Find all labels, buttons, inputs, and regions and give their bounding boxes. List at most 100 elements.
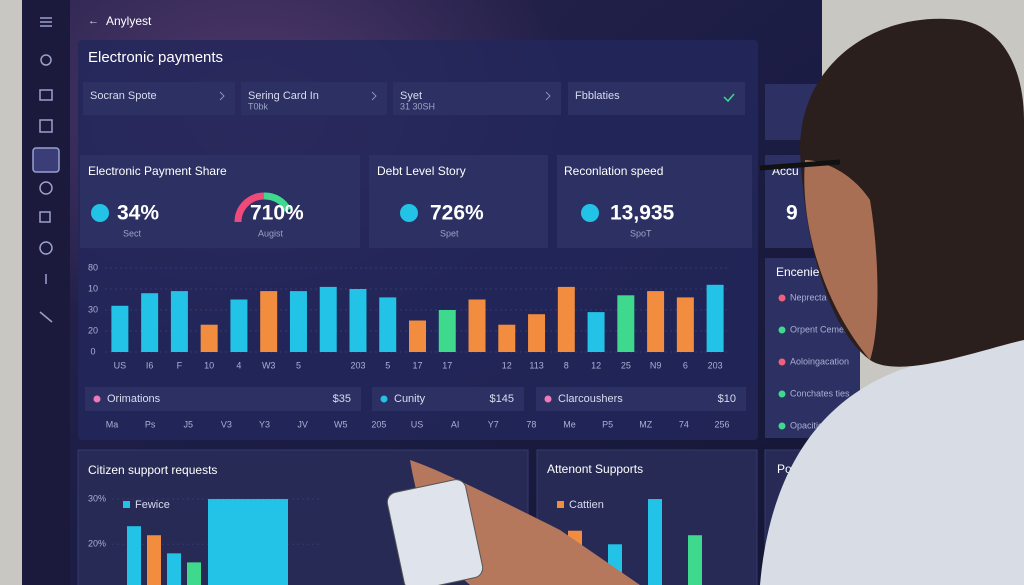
kpi-icon: [91, 204, 109, 222]
axis-label: MZ: [639, 419, 652, 429]
axis-label: Y7: [488, 419, 499, 429]
legend-label: Clarcoushers: [558, 393, 623, 405]
app-title: Anylyest: [106, 14, 152, 28]
bar: [409, 320, 426, 352]
legend-label: Cunity: [394, 393, 426, 405]
bar: [468, 299, 486, 352]
bar: [706, 284, 724, 352]
gauge-sub: Augist: [258, 228, 284, 238]
back-arrow[interactable]: ←: [88, 15, 99, 27]
axis-label: 256: [714, 419, 729, 429]
x-tick-label: 203: [708, 360, 723, 370]
filter-label: Socran Spote: [90, 90, 157, 102]
side-title: Encenien: [776, 265, 826, 279]
bar: [127, 526, 141, 585]
kpi-card: [557, 155, 752, 248]
filter-box[interactable]: [241, 82, 387, 115]
kpi-title: Electronic Payment Share: [88, 164, 227, 178]
bar: [141, 293, 159, 352]
legend-box: [85, 387, 361, 411]
x-tick-label: 113: [529, 360, 543, 370]
legend-label: Fewice: [135, 499, 170, 511]
item-dot: [778, 390, 786, 398]
filter-box[interactable]: [393, 82, 561, 115]
x-tick-label: 5: [385, 360, 390, 370]
panel-title: Citizen support requests: [88, 463, 217, 477]
y-tick-label: 10: [88, 283, 98, 293]
sidebar-icons: [32, 17, 60, 323]
chevrons: [219, 91, 551, 101]
bar: [147, 535, 161, 585]
axis-label: Y3: [259, 419, 270, 429]
filter-box[interactable]: [83, 82, 235, 115]
x-tick-label: 6: [683, 360, 688, 370]
kpi-value: 34%: [117, 202, 159, 225]
axis-label: 74: [679, 419, 689, 429]
gauge-arc: [234, 192, 265, 223]
bar: [349, 289, 367, 352]
legend-dot: [557, 501, 564, 508]
y-tick-label: 80: [88, 262, 98, 272]
filter-label: Syet: [400, 90, 422, 102]
x-tick-label: F: [177, 360, 183, 370]
y-tick-label: 20: [88, 325, 98, 335]
x-tick-label: 12: [502, 360, 512, 370]
bar: [676, 297, 694, 352]
item-label: Neprecta: [790, 292, 827, 302]
axis-label: W5: [334, 419, 348, 429]
main-chart: 0 20 30 10 80 US I6 F 10 4 W3 5 203 5 17 17 12 113 8 12 25 N9…: [85, 262, 746, 429]
legend-dot: [123, 501, 130, 508]
kpi-title: Debt Level Story: [377, 164, 466, 178]
legend-amount: $35: [333, 393, 351, 405]
axis-label: V3: [221, 419, 232, 429]
axis-label: P5: [602, 419, 613, 429]
kpis: Electronic Payment Share 34% Sect 710% A…: [80, 155, 825, 248]
filter-sub: T0bk: [248, 101, 269, 111]
bar: [617, 295, 635, 352]
item-label: Orpent Cemenity: [790, 324, 859, 334]
phone[interactable]: [385, 478, 484, 585]
kpi-value: 9: [786, 202, 798, 225]
y-tick-label: 20%: [88, 539, 106, 549]
bar: [289, 291, 307, 352]
axis-label: J5: [183, 419, 193, 429]
filters: Socran Spote Sering Card In T0bk Syet 31…: [83, 82, 745, 115]
bar: [319, 286, 337, 352]
filter-box[interactable]: [568, 82, 745, 115]
axis-label: Ma: [106, 419, 119, 429]
person: [385, 18, 1024, 585]
axis-label: 78: [526, 419, 536, 429]
x-tick-label: I6: [146, 360, 154, 370]
kpi-title: Reconlation speed: [564, 164, 663, 178]
bar: [208, 499, 288, 585]
axis-label: Ps: [145, 419, 156, 429]
face: [804, 160, 878, 360]
x-tick-label: N9: [650, 360, 662, 370]
legend-amount: $145: [490, 393, 514, 405]
y-tick-label: 0: [90, 346, 95, 356]
legend-box: [372, 387, 524, 411]
kpi-card: [80, 155, 360, 248]
x-tick-label: US: [114, 360, 127, 370]
gauge-value: 710%: [250, 202, 304, 225]
legend-label: Cattien: [569, 499, 604, 511]
x-tick-label: 8: [564, 360, 569, 370]
x-tick-label: 10: [204, 360, 214, 370]
bar: [438, 310, 456, 352]
bar: [167, 553, 181, 585]
bar: [647, 291, 665, 352]
bar: [111, 305, 129, 352]
x-tick-label: 17: [412, 360, 422, 370]
filter-label: Sering Card In: [248, 90, 319, 102]
bar: [688, 535, 702, 585]
legend-dot: [93, 395, 101, 403]
item-dot: [778, 422, 786, 430]
x-tick-label: 203: [350, 360, 365, 370]
item-dot: [778, 358, 786, 366]
shirt: [760, 330, 1024, 585]
y-tick-label: 30: [88, 304, 98, 314]
legend-box: [536, 387, 746, 411]
sidebar: [22, 0, 70, 585]
